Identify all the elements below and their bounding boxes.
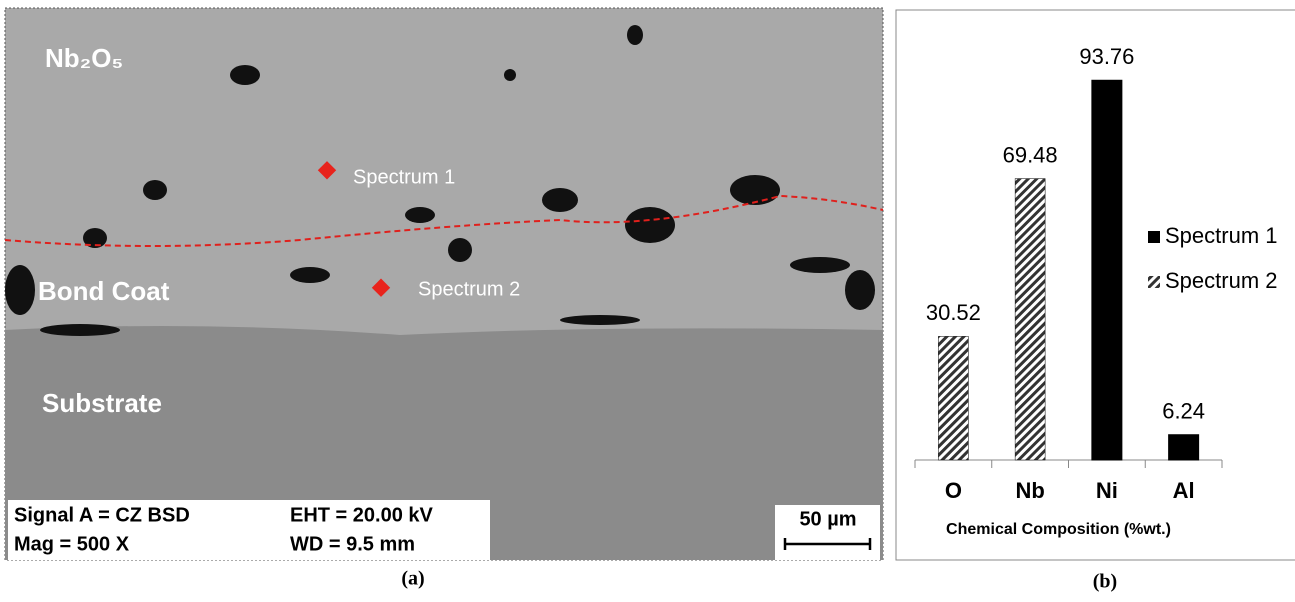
x-axis-title: Chemical Composition (%wt.): [946, 521, 1171, 538]
layer-label: Bond Coat: [38, 276, 170, 306]
caption: (a): [401, 568, 424, 590]
legend-swatch: [1148, 231, 1160, 243]
info: Signal A = CZ BSD: [14, 504, 190, 526]
layer-label: Substrate: [42, 388, 162, 418]
figure: Nb₂O₅ Bond Coat Substrate Spectrum 1 Spe…: [0, 0, 1295, 597]
sem-image: Nb₂O₅ Bond Coat Substrate Spectrum 1 Spe…: [5, 8, 883, 560]
info: WD = 9.5 mm: [290, 533, 415, 555]
legend-label: Spectrum 2: [1165, 268, 1278, 293]
legend-swatch: [1148, 276, 1160, 288]
x-tick-label: Nb: [1015, 478, 1044, 503]
value-label: 93.76: [1079, 44, 1134, 69]
bar: [1169, 435, 1199, 460]
bar: [1015, 179, 1045, 460]
scale-label: 50 µm: [799, 508, 856, 530]
info: Mag = 500 X: [14, 533, 130, 555]
x-tick-label: Ni: [1096, 478, 1118, 503]
value-label: 69.48: [1003, 142, 1058, 167]
value-label: 30.52: [926, 300, 981, 325]
info: EHT = 20.00 kV: [290, 504, 434, 526]
bar: [1092, 80, 1122, 460]
point-label: Spectrum 2: [418, 278, 520, 300]
value-label: 6.24: [1162, 399, 1205, 424]
caption: (b): [1093, 571, 1117, 593]
page: {"panel_a": {"layer_top": "Nb₂O₅", "laye…: [0, 0, 1295, 597]
bar: [938, 336, 968, 460]
x-tick-label: Al: [1173, 478, 1195, 503]
legend-label: Spectrum 1: [1165, 223, 1278, 248]
x-tick-label: O: [945, 478, 962, 503]
layer-label: Nb₂O₅: [45, 43, 123, 73]
point-label: Spectrum 1: [353, 166, 455, 188]
